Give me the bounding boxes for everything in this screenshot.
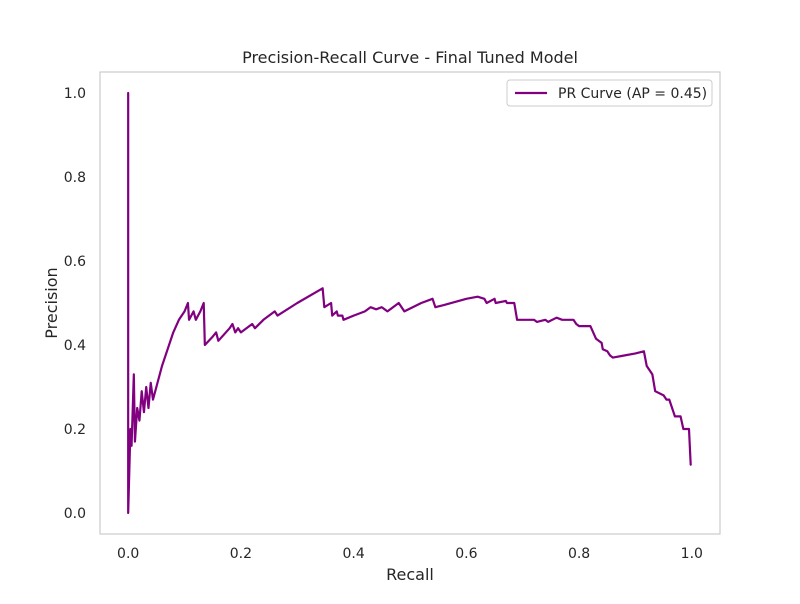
chart-title: Precision-Recall Curve - Final Tuned Mod… — [242, 48, 578, 67]
y-tick-label: 0.4 — [64, 338, 86, 354]
y-tick-label: 0.2 — [64, 422, 86, 438]
x-tick-label: 1.0 — [681, 546, 703, 562]
plot-frame — [99, 71, 721, 535]
y-axis-ticks: 0.0 0.2 0.4 0.6 0.8 1.0 — [64, 86, 86, 522]
legend-label: PR Curve (AP = 0.45) — [558, 86, 707, 102]
x-axis-label: Recall — [386, 565, 434, 584]
y-axis-label: Precision — [42, 267, 61, 338]
x-tick-label: 0.6 — [455, 546, 477, 562]
y-tick-label: 0.8 — [64, 170, 86, 186]
x-axis-ticks: 0.0 0.2 0.4 0.6 0.8 1.0 — [117, 546, 703, 562]
y-tick-label: 0.6 — [64, 254, 86, 270]
y-tick-label: 1.0 — [64, 86, 86, 102]
legend: PR Curve (AP = 0.45) — [506, 79, 713, 107]
x-tick-label: 0.0 — [117, 546, 139, 562]
x-tick-label: 0.8 — [568, 546, 590, 562]
legend-box — [506, 79, 713, 107]
x-tick-label: 0.2 — [230, 546, 252, 562]
y-tick-label: 0.0 — [64, 506, 86, 522]
x-tick-label: 0.4 — [343, 546, 365, 562]
pr-curve-line — [127, 91, 692, 515]
plot-area: 0.0 0.2 0.4 0.6 0.8 1.0 0.0 0.2 0.4 0.6 0.8 1.0 — [64, 71, 721, 562]
